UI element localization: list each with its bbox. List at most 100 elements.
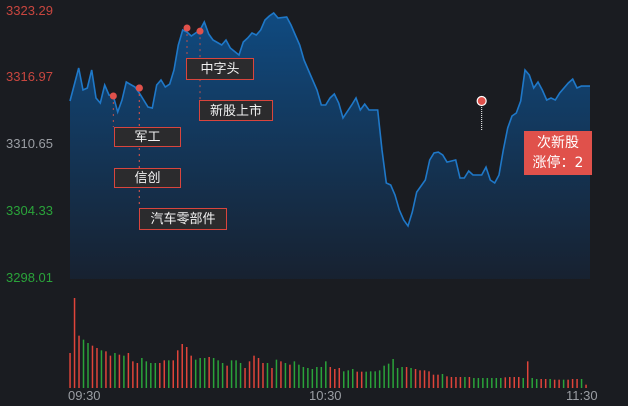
volume-bar xyxy=(567,379,569,388)
volume-bar xyxy=(298,364,300,388)
volume-bar xyxy=(194,359,197,388)
volume-bar xyxy=(517,377,520,388)
volume-bar xyxy=(495,378,498,388)
volume-bar xyxy=(248,361,251,388)
highlight-tag[interactable]: 次新股 涨停：2 xyxy=(524,131,592,175)
y-tick-label: 3310.65 xyxy=(6,136,53,151)
volume-bar xyxy=(580,379,583,388)
volume-bar xyxy=(181,344,183,388)
volume-bar xyxy=(365,371,367,388)
volume-bar xyxy=(464,377,466,388)
volume-bar xyxy=(284,363,287,388)
volume-bar xyxy=(289,364,291,388)
volume-bar xyxy=(369,371,372,388)
volume-bar xyxy=(217,360,219,388)
volume-bar xyxy=(558,379,560,388)
volume-bar xyxy=(96,348,98,388)
volume-bar xyxy=(477,378,480,388)
volume-bar xyxy=(383,365,385,388)
volume-bar xyxy=(401,367,403,388)
volume-bar xyxy=(253,355,255,388)
volume-bar xyxy=(540,379,542,388)
volume-bar xyxy=(280,361,282,388)
annotation-dot[interactable] xyxy=(196,27,204,35)
volume-bar xyxy=(513,377,516,388)
volume-bar xyxy=(571,379,574,388)
annotation-dot[interactable] xyxy=(183,24,191,32)
volume-bar xyxy=(73,298,76,388)
highlight-dot[interactable] xyxy=(476,95,487,107)
volume-bar xyxy=(150,363,152,388)
volume-bar xyxy=(491,378,493,388)
price-line xyxy=(69,11,590,228)
volume-bar xyxy=(414,369,417,388)
volume-bar xyxy=(378,370,381,388)
volume-bar xyxy=(504,377,507,388)
volume-bar xyxy=(446,376,448,388)
volume-bar xyxy=(316,367,318,388)
y-tick-label: 3304.33 xyxy=(6,203,53,218)
volume-bar xyxy=(338,368,341,388)
y-tick-label: 3323.29 xyxy=(6,3,53,18)
volume-bar xyxy=(356,371,358,388)
volume-bar xyxy=(176,350,179,388)
volume-bar xyxy=(208,357,210,388)
volume-bar xyxy=(307,368,309,388)
volume-bar xyxy=(239,363,242,388)
volume-bar xyxy=(468,377,471,388)
annotation-markers xyxy=(109,24,487,208)
volume-bar xyxy=(387,363,390,388)
volume-bar xyxy=(109,355,112,388)
volume-bar xyxy=(441,374,444,388)
annotation-tag[interactable]: 中字头 xyxy=(186,58,254,80)
volume-bar xyxy=(154,363,157,388)
volume-bar xyxy=(360,371,363,388)
volume-bar xyxy=(553,379,556,388)
volume-bar xyxy=(432,374,435,388)
y-tick-label: 3298.01 xyxy=(6,270,53,285)
volume-bar xyxy=(419,370,421,388)
annotation-tag[interactable]: 汽车零部件 xyxy=(139,208,227,230)
volume-bar xyxy=(105,351,107,388)
volume-bar xyxy=(293,361,296,388)
volume-bar xyxy=(203,358,206,388)
volume-bar xyxy=(100,350,103,388)
volume-bar xyxy=(325,361,327,388)
volume-bar xyxy=(531,378,533,388)
volume-bar xyxy=(544,379,547,388)
volume-bar xyxy=(123,355,125,388)
volume-bar xyxy=(82,339,85,388)
volume-bar xyxy=(127,353,130,388)
y-tick-label: 3316.97 xyxy=(6,69,53,84)
volume-bar xyxy=(230,360,233,388)
x-tick-label: 10:30 xyxy=(309,388,342,403)
volume-bars xyxy=(69,298,587,388)
volume-bar xyxy=(244,368,246,388)
x-tick-label: 11:30 xyxy=(566,388,598,403)
volume-bar xyxy=(190,355,192,388)
volume-bar xyxy=(136,363,139,388)
volume-bar xyxy=(311,369,314,388)
volume-bar xyxy=(87,343,89,388)
volume-bar xyxy=(266,363,269,388)
volume-bar xyxy=(91,345,94,388)
volume-bar xyxy=(535,379,538,388)
volume-bar xyxy=(235,360,237,388)
volume-bar xyxy=(500,378,502,388)
annotation-dot[interactable] xyxy=(109,92,117,100)
volume-bar xyxy=(221,363,224,388)
volume-bar xyxy=(347,370,349,388)
volume-bar xyxy=(526,361,529,388)
annotation-tag[interactable]: 信创 xyxy=(114,168,181,188)
volume-bar xyxy=(423,370,426,388)
volume-bar xyxy=(114,353,116,388)
volume-bar xyxy=(374,371,376,388)
annotation-dot[interactable] xyxy=(135,84,143,92)
annotation-tag[interactable]: 新股上市 xyxy=(199,100,273,121)
annotation-tag[interactable]: 军工 xyxy=(114,127,181,147)
volume-bar xyxy=(450,377,453,388)
volume-bar xyxy=(455,377,457,388)
volume-bar xyxy=(302,367,305,388)
volume-bar xyxy=(275,359,278,388)
